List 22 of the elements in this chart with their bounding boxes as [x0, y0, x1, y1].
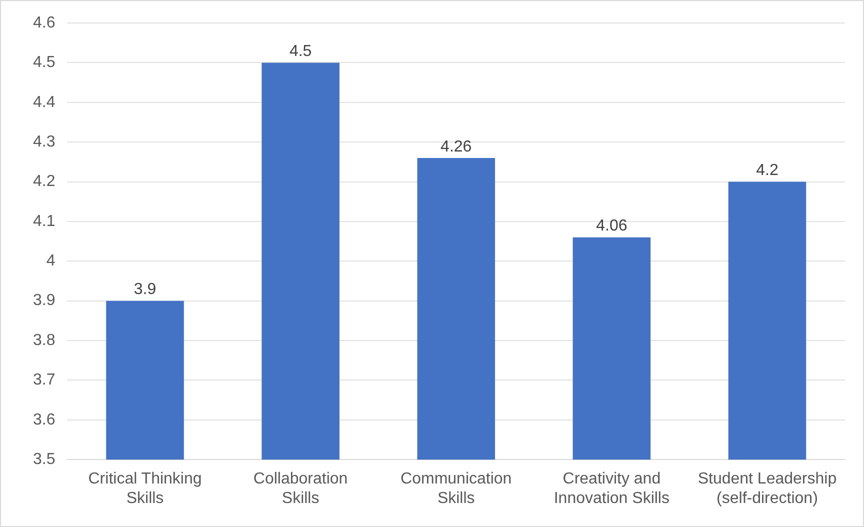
data-label: 4.26 [440, 138, 472, 156]
y-tick-label: 3.8 [32, 332, 56, 349]
y-tick-label: 4.4 [32, 94, 56, 111]
y-tick-label: 4.1 [32, 212, 56, 230]
y-tick-label: 3.7 [32, 372, 56, 389]
y-tick-label: 3.6 [32, 411, 56, 428]
y-tick-label: 3.5 [32, 451, 56, 468]
y-tick-label: 3.9 [32, 292, 56, 310]
y-tick-label: 4.5 [32, 54, 56, 72]
y-tick-label: 4.3 [32, 133, 56, 150]
y-tick-label: 4 [46, 252, 56, 270]
y-tick-label: 4.2 [32, 173, 56, 190]
x-tick-label: Critical Thinking Skills [88, 470, 202, 507]
y-tick-label: 4.6 [32, 14, 56, 32]
data-label: 4.06 [596, 218, 628, 235]
x-tick-label: Collaboration Skills [253, 470, 348, 507]
data-label: 4.5 [289, 43, 312, 60]
x-tick-label: Creativity and Innovation Skills [554, 470, 670, 507]
x-tick-label: Communication Skills [400, 470, 512, 507]
data-label: 4.2 [756, 162, 778, 180]
data-label: 3.9 [134, 281, 156, 298]
x-tick-label: Student Leadership (self-direction) [698, 470, 837, 507]
